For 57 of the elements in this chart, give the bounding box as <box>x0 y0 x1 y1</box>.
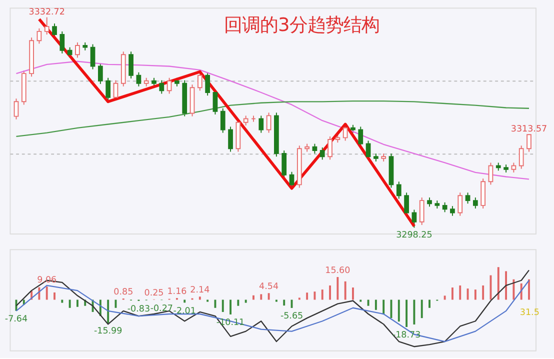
candlestick <box>427 197 432 208</box>
candlestick <box>36 28 42 44</box>
candlestick <box>266 112 272 134</box>
data-label: 15.60 <box>325 266 350 276</box>
data-label: 0.85 <box>114 288 134 298</box>
candlestick <box>472 197 478 209</box>
candlestick <box>328 136 332 160</box>
candlestick <box>166 77 172 94</box>
candlestick <box>14 98 19 120</box>
candlestick <box>442 202 448 213</box>
data-label: -0.83 <box>127 304 150 315</box>
candlestick <box>320 146 325 160</box>
candlestick <box>128 51 134 79</box>
candlestick <box>106 77 111 101</box>
annotation: 3298.25 <box>396 230 432 240</box>
candlestick <box>44 16 50 35</box>
candlestick <box>396 181 402 200</box>
candlestick <box>458 192 463 216</box>
candlestick <box>289 171 294 188</box>
candlestick <box>52 23 57 38</box>
candlestick <box>205 72 210 96</box>
candlestick <box>90 44 96 70</box>
candlestick <box>243 115 248 126</box>
candlestick <box>419 197 424 226</box>
candlestick <box>136 72 142 87</box>
data-label: 4.54 <box>259 282 279 292</box>
candlestick <box>518 145 524 170</box>
candlestick <box>312 143 318 154</box>
chart-title: 回调的3分趋势结构 <box>224 15 380 36</box>
data-label: -15.99 <box>94 326 122 337</box>
candlestick <box>75 42 80 58</box>
data-label: -0.27 <box>150 304 173 314</box>
candlestick <box>228 126 233 152</box>
candlestick <box>342 124 348 142</box>
annotation: 31.5 <box>520 308 540 318</box>
candlestick <box>197 72 202 92</box>
annotation: 3313.57 <box>510 124 548 134</box>
candlestick <box>465 192 470 204</box>
candlestick <box>450 206 455 216</box>
candlestick <box>282 150 287 178</box>
candlestick <box>258 115 264 134</box>
data-label: -2.01 <box>173 306 196 316</box>
data-label: 1.16 <box>167 287 188 298</box>
data-label: -7.64 <box>4 314 28 325</box>
candlestick <box>526 134 532 152</box>
annotation: 3332.72 <box>28 7 65 18</box>
candlestick <box>60 30 65 54</box>
candlestick <box>220 108 226 134</box>
data-label: -5.65 <box>280 312 304 322</box>
data-label: 2.14 <box>190 286 210 296</box>
candlestick <box>412 209 417 228</box>
candlestick <box>98 62 103 84</box>
data-label: 0.25 <box>144 288 164 298</box>
candlestick <box>511 162 516 173</box>
candlestick <box>159 80 164 94</box>
candlestick <box>480 178 486 209</box>
candlestick <box>488 162 494 186</box>
